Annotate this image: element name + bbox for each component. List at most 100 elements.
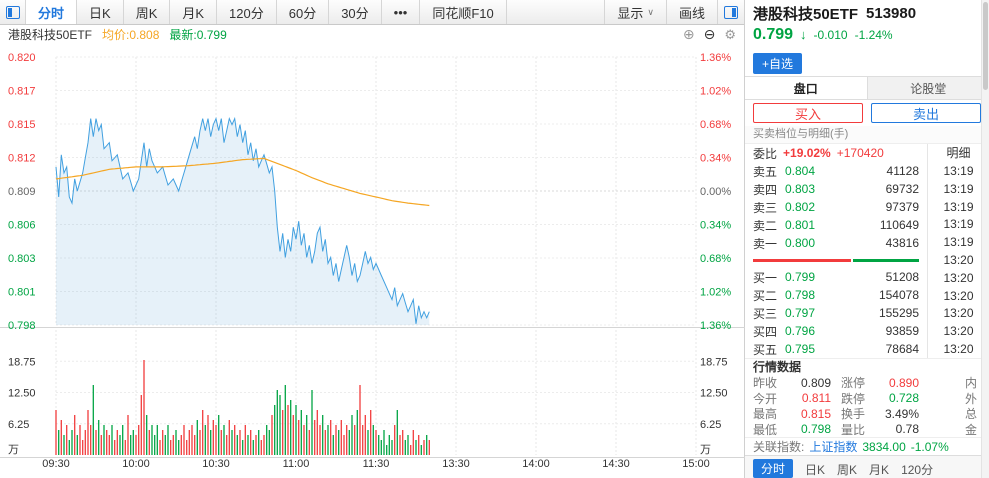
stats-row: 最高 0.815 换手 3.49% 总	[745, 406, 989, 422]
display-dropdown[interactable]: 显示 ∨	[604, 0, 667, 24]
tick-time: 13:19	[943, 217, 974, 232]
svg-text:0.817: 0.817	[8, 86, 36, 98]
draw-line-button[interactable]: 画线	[667, 0, 718, 24]
ask-row[interactable]: 卖三 0.802 97379	[745, 198, 927, 216]
stats-label: 最低	[753, 422, 778, 437]
add-watchlist-button[interactable]: +自选	[753, 52, 803, 74]
toolbar-tab[interactable]: •••	[382, 0, 421, 24]
level-label: 买一	[753, 270, 778, 285]
chart-legend: 港股科技50ETF 均价:0.808 最新:0.799 ⊕ ⊖ ⚙	[0, 25, 744, 43]
panel-tab[interactable]: 盘口	[745, 77, 868, 99]
scrollbar[interactable]	[981, 0, 989, 478]
svg-text:0.820: 0.820	[8, 52, 36, 64]
level-volume: 97379	[885, 200, 919, 214]
window-layout-icon	[724, 5, 738, 19]
ticks-column: 13:19 13:19 13:19 13:19 13:19 13:20 13:20 13:20…	[927, 162, 989, 358]
svg-text:10:00: 10:00	[122, 458, 150, 470]
svg-text:0.34%: 0.34%	[700, 153, 731, 165]
ask-row[interactable]: 卖二 0.801 110649	[745, 216, 927, 234]
bid-row[interactable]: 买一 0.799 51208	[745, 268, 927, 286]
svg-text:6.25: 6.25	[8, 419, 29, 431]
bottom-tab[interactable]: 分时	[753, 459, 794, 478]
weibi-row: 委比 +19.02% +170420 明细	[745, 144, 989, 162]
zoom-in-icon[interactable]: ⊕	[682, 26, 695, 42]
toolbar-spacer	[507, 0, 605, 24]
bottom-tab[interactable]: 周K	[837, 463, 858, 477]
avg-price-line	[55, 157, 430, 207]
panel-title-row: 港股科技50ETF 513980	[745, 0, 989, 26]
bid-row[interactable]: 买三 0.797 155295	[745, 304, 927, 322]
toolbar-tab[interactable]: 日K	[77, 0, 124, 24]
level-volume: 69732	[885, 182, 919, 196]
level-label: 买二	[753, 288, 778, 303]
stats-label-clipped: 总	[964, 407, 977, 422]
window-layout-button[interactable]	[718, 0, 744, 24]
price-change-pct: -1.24%	[854, 28, 893, 42]
stats-value: 0.890	[888, 375, 919, 390]
bottom-tab[interactable]: 120分	[901, 463, 934, 477]
toolbar-tab[interactable]: 周K	[124, 0, 171, 24]
toolbar-tab[interactable]: 30分	[329, 0, 382, 24]
price-row: 0.799 ↓ -0.010 -1.24%	[745, 26, 989, 50]
sell-button[interactable]: 卖出	[871, 103, 981, 123]
scrollbar-thumb[interactable]	[983, 2, 988, 90]
chart-volume-bars	[55, 360, 430, 455]
toolbar-tab[interactable]: 同花顺F10	[420, 0, 507, 24]
stats-label: 换手	[841, 407, 866, 422]
tick-time: 13:19	[943, 163, 974, 178]
svg-text:12.50: 12.50	[8, 388, 36, 400]
detail-tab[interactable]: 明细	[927, 144, 989, 162]
tick-time: 13:20	[943, 252, 974, 267]
svg-text:万: 万	[8, 444, 19, 456]
toolbar-tab[interactable]: 60分	[277, 0, 330, 24]
related-index-pct: -1.07%	[910, 439, 949, 454]
bottom-tab[interactable]: 日K	[805, 463, 826, 477]
level-price: 0.799	[785, 270, 816, 284]
bottom-tab[interactable]: 月K	[869, 463, 890, 477]
level-volume: 41128	[886, 164, 919, 178]
related-index-link[interactable]: 上证指数	[809, 440, 858, 454]
svg-text:1.36%: 1.36%	[700, 320, 731, 332]
toolbar-tab[interactable]: 月K	[170, 0, 218, 24]
panel-tab[interactable]: 论股堂	[910, 81, 947, 96]
ask-row[interactable]: 卖五 0.804 41128	[745, 162, 927, 180]
level-label: 卖三	[753, 200, 778, 215]
last-price-label: 最新:0.799	[169, 27, 227, 42]
svg-text:11:00: 11:00	[283, 458, 310, 470]
stats-value: 0.798	[800, 422, 831, 437]
sidebar-toggle-button[interactable]	[0, 0, 26, 24]
settings-gear-icon[interactable]: ⚙	[724, 26, 736, 42]
bid-row[interactable]: 买二 0.798 154078	[745, 286, 927, 304]
bid-row[interactable]: 买五 0.795 78684	[745, 340, 927, 358]
toolbar-tab[interactable]: 120分	[217, 0, 277, 24]
level-price: 0.800	[785, 236, 816, 250]
stats-value: 0.728	[888, 391, 919, 406]
level-volume: 155295	[878, 306, 919, 320]
level-label: 买四	[753, 324, 778, 339]
zoom-out-icon[interactable]: ⊖	[703, 26, 716, 42]
order-book: 卖五 0.804 41128 卖四 0.803 69732 卖三 0.802 97379 卖二 0.…	[745, 162, 989, 358]
svg-text:0.809: 0.809	[8, 186, 36, 198]
intraday-chart[interactable]: 09:30 10:00 10:30 11:00 11:30 13:30 14:00 14:30…	[0, 43, 745, 478]
stats-label: 涨停	[841, 376, 866, 391]
svg-text:0.34%: 0.34%	[700, 220, 731, 232]
stats-label: 最高	[753, 407, 778, 422]
weibi-label: 委比	[753, 146, 778, 161]
level-volume: 51208	[885, 270, 919, 284]
level-label: 买五	[753, 342, 778, 357]
ask-row[interactable]: 卖一 0.800 43816	[745, 234, 927, 252]
level-label: 买三	[753, 306, 778, 321]
level-volume: 93859	[885, 324, 919, 338]
toolbar-tab[interactable]: 分时	[26, 0, 78, 24]
svg-text:18.75: 18.75	[8, 356, 36, 368]
svg-text:1.02%: 1.02%	[700, 287, 731, 299]
stats-label: 昨收	[753, 376, 778, 391]
chart-section: 分时 日K 周K 月K 120分 60分 30分 ••• 同花顺F10 显示 ∨ 画线 港股科技…	[0, 0, 745, 478]
svg-text:14:00: 14:00	[522, 458, 550, 470]
ask-row[interactable]: 卖四 0.803 69732	[745, 180, 927, 198]
bid-row[interactable]: 买四 0.796 93859	[745, 322, 927, 340]
buy-button[interactable]: 买入	[753, 103, 863, 123]
tick-time: 13:20	[943, 270, 974, 285]
svg-text:0.68%: 0.68%	[700, 119, 731, 131]
